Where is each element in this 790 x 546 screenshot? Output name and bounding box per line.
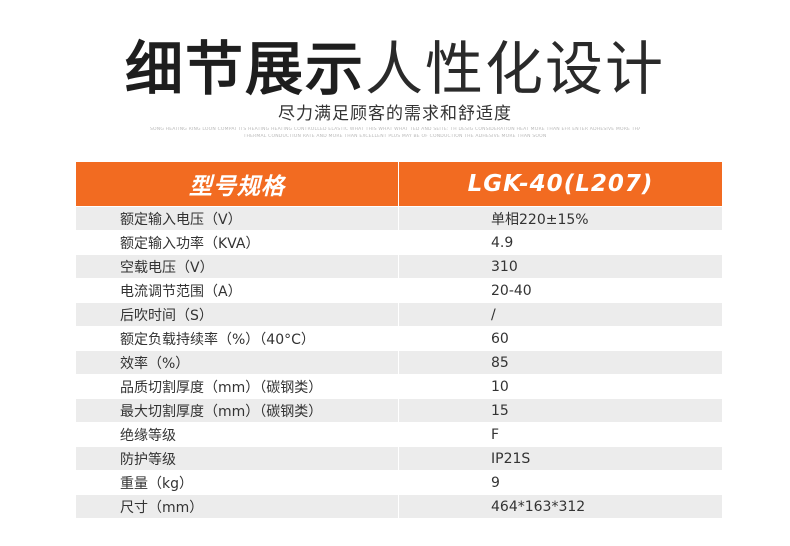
row-value: IP21S — [398, 446, 723, 471]
table-row: 额定负载持续率（%）（40°C） 60 — [75, 326, 723, 351]
fine-print-line-1: SONG HEATING RING LOON COMPAT ITS HEATIN… — [150, 127, 640, 132]
spec-table-header-row: 型号规格 LGK-40(L207) — [75, 161, 723, 207]
row-label: 额定输入功率（KVA） — [75, 230, 399, 255]
row-label: 电流调节范围（A） — [75, 278, 399, 303]
row-value: F — [398, 422, 723, 447]
fine-print-line-2: THERMAL CONDUCTION RATE AND MORE THAN EX… — [243, 134, 547, 139]
table-row: 品质切割厚度（mm）（碳钢类） 10 — [75, 374, 723, 399]
row-value: 4.9 — [398, 230, 723, 255]
row-value: / — [398, 302, 723, 327]
table-row: 效率（%） 85 — [75, 350, 723, 375]
table-row: 额定输入电压（V） 单相220±15% — [75, 206, 723, 231]
table-row: 空载电压（V） 310 — [75, 254, 723, 279]
row-value: 464*163*312 — [398, 494, 723, 519]
row-label: 额定输入电压（V） — [75, 206, 399, 231]
table-row: 绝缘等级 F — [75, 422, 723, 447]
row-value: 10 — [398, 374, 723, 399]
row-label: 绝缘等级 — [75, 422, 399, 447]
subtitle: 尽力满足顾客的需求和舒适度 — [278, 104, 512, 124]
row-label: 防护等级 — [75, 446, 399, 471]
table-row: 尺寸（mm） 464*163*312 — [75, 494, 723, 519]
header-label-cell: 型号规格 — [75, 161, 399, 207]
header-value-cell: LGK-40(L207) — [398, 161, 723, 207]
title-bold: 细节展示 — [124, 35, 365, 103]
table-row: 电流调节范围（A） 20-40 — [75, 278, 723, 303]
row-label: 重量（kg） — [75, 470, 399, 495]
row-label: 最大切割厚度（mm）（碳钢类） — [75, 398, 399, 423]
row-label: 效率（%） — [75, 350, 399, 375]
table-row: 最大切割厚度（mm）（碳钢类） 15 — [75, 398, 723, 423]
table-row: 后吹时间（S） / — [75, 302, 723, 327]
row-value: 单相220±15% — [398, 206, 723, 231]
page-title: 细节展示人性化设计 — [0, 22, 790, 106]
row-value: 310 — [398, 254, 723, 279]
row-label: 空载电压（V） — [75, 254, 399, 279]
row-label: 额定负载持续率（%）（40°C） — [75, 326, 399, 351]
spec-table: 型号规格 LGK-40(L207) 额定输入电压（V） 单相220±15% 额定… — [75, 161, 723, 519]
table-row: 防护等级 IP21S — [75, 446, 723, 471]
row-value: 9 — [398, 470, 723, 495]
row-label: 尺寸（mm） — [75, 494, 399, 519]
table-row: 额定输入功率（KVA） 4.9 — [75, 230, 723, 255]
row-value: 85 — [398, 350, 723, 375]
row-label: 品质切割厚度（mm）（碳钢类） — [75, 374, 399, 399]
row-label: 后吹时间（S） — [75, 302, 399, 327]
row-value: 20-40 — [398, 278, 723, 303]
row-value: 15 — [398, 398, 723, 423]
title-light: 人性化设计 — [365, 35, 666, 103]
row-value: 60 — [398, 326, 723, 351]
table-row: 重量（kg） 9 — [75, 470, 723, 495]
